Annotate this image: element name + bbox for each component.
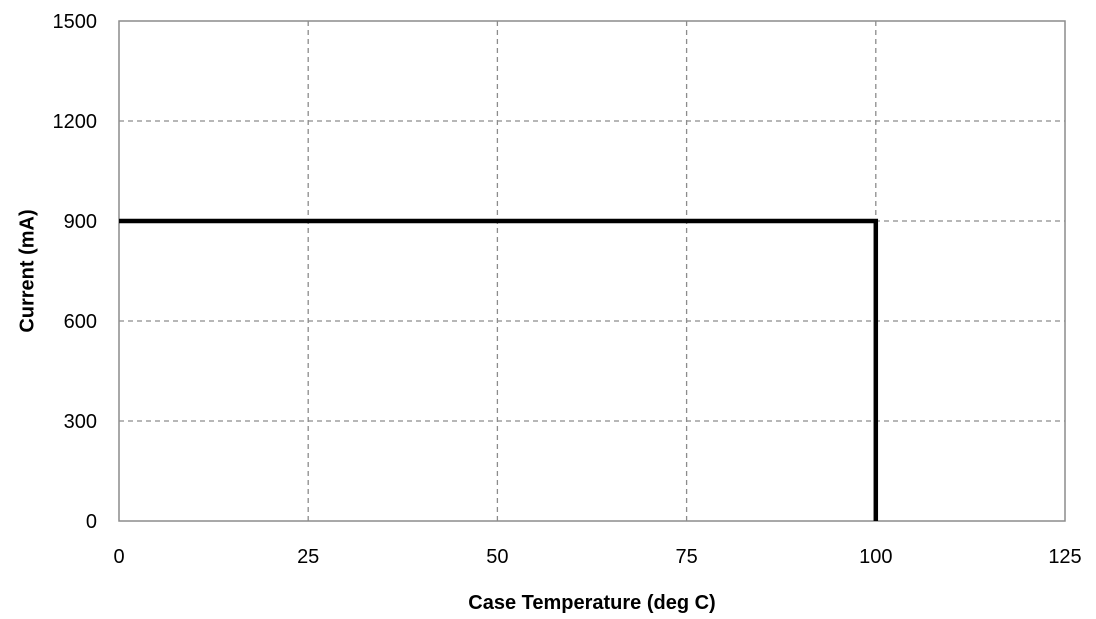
y-axis-label: Current (mA) [16, 209, 38, 332]
y-tick-label: 300 [64, 411, 97, 433]
y-tick-label: 1200 [53, 111, 98, 133]
series-group [119, 218, 879, 521]
x-axis-ticks: 0 25 50 75 100 125 [113, 546, 1081, 568]
x-tick-label: 125 [1048, 546, 1081, 568]
plot-area-frame [118, 20, 1066, 522]
x-tick-label: 75 [675, 546, 697, 568]
y-axis-ticks: 0 300 600 900 1200 1500 [53, 11, 98, 533]
x-axis-label: Case Temperature (deg C) [468, 592, 715, 614]
x-tick-label: 100 [859, 546, 892, 568]
y-tick-label: 1500 [53, 11, 98, 33]
x-tick-label: 25 [297, 546, 319, 568]
y-tick-label: 600 [64, 311, 97, 333]
x-tick-label: 0 [113, 546, 124, 568]
y-tick-label: 0 [86, 511, 97, 533]
x-tick-label: 50 [486, 546, 508, 568]
y-tick-label: 900 [64, 211, 97, 233]
series-line [119, 218, 879, 521]
grid-lines [119, 21, 1065, 521]
